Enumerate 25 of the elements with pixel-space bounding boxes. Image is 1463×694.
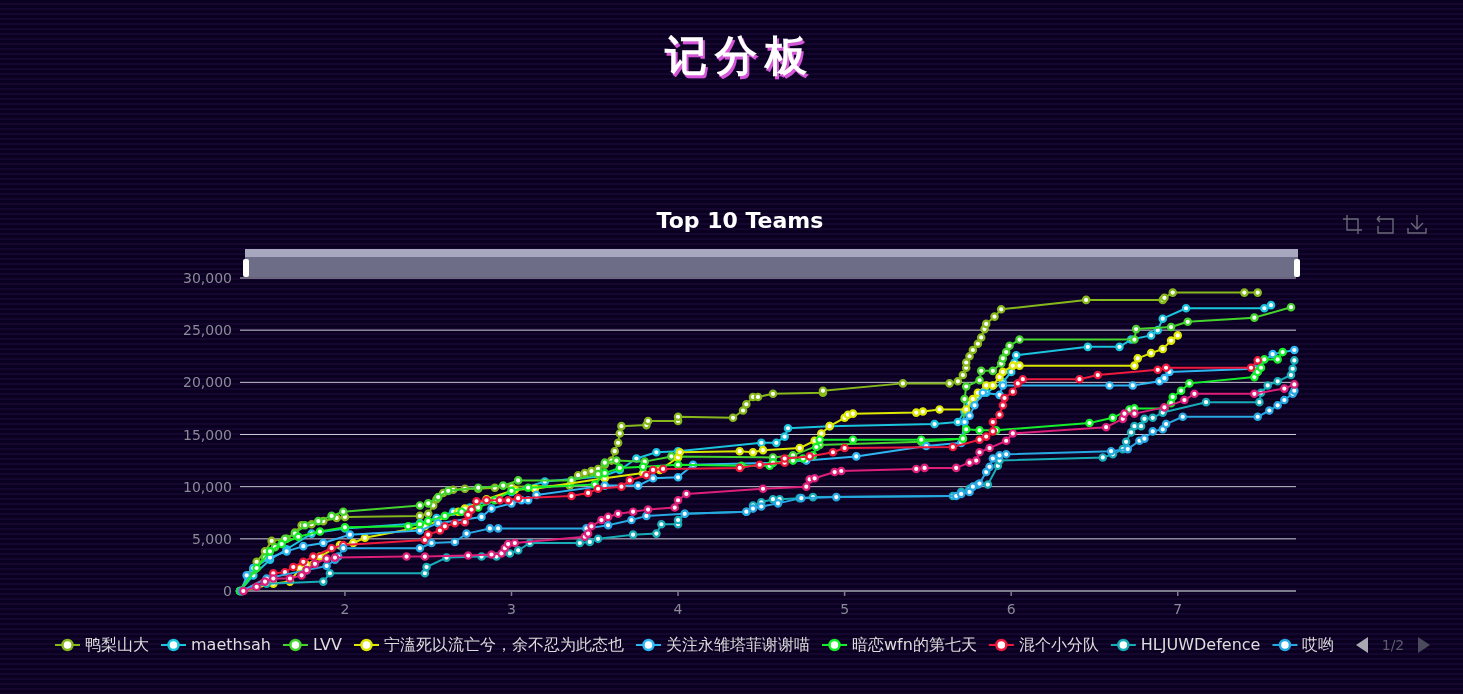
y-tick-label: 20,000 bbox=[183, 374, 232, 391]
legend-label: 哎哟 bbox=[1302, 635, 1335, 654]
legend-label: LVV bbox=[312, 635, 343, 654]
y-tick-label: 25,000 bbox=[183, 322, 232, 339]
legend-label: HLJUWDefence bbox=[1140, 635, 1261, 654]
legend-label: 暗恋wfn的第七天 bbox=[851, 635, 977, 654]
legend-label: 混个小分队 bbox=[1018, 635, 1099, 654]
y-tick-label: 10,000 bbox=[183, 478, 232, 495]
x-tick-label: 6 bbox=[1006, 601, 1016, 617]
legend-label: 宁溘死以流亡兮，余不忍为此态也 bbox=[383, 635, 624, 654]
legend-label: 鸭梨山大 bbox=[85, 635, 149, 654]
x-tick-label: 5 bbox=[840, 601, 850, 617]
legend-label: 关注永雏塔菲谢谢喵 bbox=[665, 635, 810, 654]
text: 1/2 bbox=[1381, 637, 1405, 653]
chart-subtitle: Top 10 Teams bbox=[656, 208, 824, 233]
x-tick-label: 2 bbox=[340, 601, 350, 617]
x-tick-label: 4 bbox=[673, 601, 683, 617]
y-tick-label: 30,000 bbox=[183, 270, 232, 286]
y-tick-label: 5,000 bbox=[191, 530, 232, 547]
x-tick-label: 3 bbox=[507, 601, 516, 617]
y-tick-label: 0 bbox=[223, 583, 232, 599]
chart-title: 记分板 bbox=[664, 31, 815, 80]
x-tick-label: 7 bbox=[1173, 601, 1183, 617]
legend-label: maethsah bbox=[191, 635, 271, 654]
y-tick-label: 15,000 bbox=[183, 426, 232, 443]
